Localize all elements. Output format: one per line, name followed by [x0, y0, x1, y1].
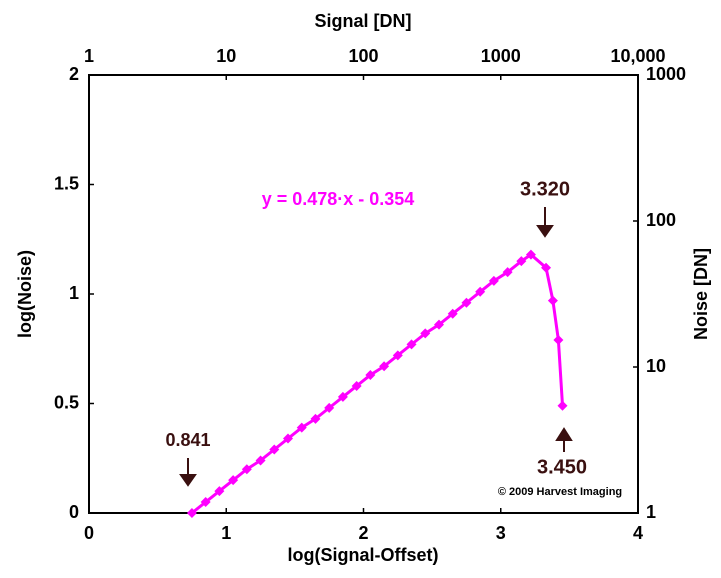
data-point — [255, 455, 266, 466]
annotation: y = 0.478·x - 0.354 — [262, 189, 415, 209]
x-tick-label: 1 — [221, 523, 231, 543]
data-point — [516, 256, 527, 267]
data-point — [310, 413, 321, 424]
y2-tick-label: 1000 — [646, 64, 686, 84]
data-point — [475, 286, 486, 297]
y-tick-label: 0.5 — [54, 392, 79, 412]
x2-tick-label: 100 — [348, 46, 378, 66]
data-point — [296, 422, 307, 433]
x-tick-label: 0 — [84, 523, 94, 543]
x2-tick-label: 10,000 — [610, 46, 665, 66]
data-point — [351, 380, 362, 391]
x-tick-label: 3 — [496, 523, 506, 543]
annotation: 0.841 — [165, 430, 210, 450]
arrow-head — [555, 427, 573, 441]
x-tick-label: 2 — [358, 523, 368, 543]
arrows — [179, 207, 573, 487]
y2-tick-label: 100 — [646, 210, 676, 230]
x2-tick-label: 1000 — [481, 46, 521, 66]
annotation: 3.320 — [520, 178, 570, 200]
data-point — [541, 262, 552, 273]
y-axis-label: log(Noise) — [15, 250, 35, 338]
data-point — [269, 444, 280, 455]
data-point — [557, 400, 568, 411]
data-point — [461, 297, 472, 308]
x-tick-label: 4 — [633, 523, 643, 543]
data-point — [214, 486, 225, 497]
data-point — [228, 475, 239, 486]
x2-axis-label: Signal [DN] — [315, 11, 412, 31]
y2-tick-label: 1 — [646, 502, 656, 522]
x-axis-label: log(Signal-Offset) — [288, 545, 439, 565]
data-point — [433, 319, 444, 330]
y2-tick-label: 10 — [646, 356, 666, 376]
data-point — [525, 249, 536, 260]
annotation: 3.450 — [537, 456, 587, 478]
data-point — [420, 328, 431, 339]
y-tick-label: 1 — [69, 283, 79, 303]
x2-tick-label: 1 — [84, 46, 94, 66]
data-point — [502, 267, 513, 278]
data-point — [337, 391, 348, 402]
data-point — [200, 497, 211, 508]
data-point — [241, 464, 252, 475]
x2-tick-label: 10 — [216, 46, 236, 66]
arrow-head — [536, 225, 554, 238]
y-tick-label: 1.5 — [54, 173, 79, 193]
arrow-head — [179, 474, 197, 487]
annotation: © 2009 Harvest Imaging — [498, 486, 622, 498]
data-line — [191, 252, 565, 515]
data-point — [186, 508, 197, 518]
data-point — [447, 308, 458, 319]
y-tick-label: 0 — [69, 502, 79, 522]
data-point — [283, 433, 294, 444]
data-point — [365, 370, 376, 381]
data-point — [406, 339, 417, 350]
data-point — [392, 350, 403, 361]
data-point — [324, 402, 335, 413]
data-point — [488, 275, 499, 286]
data-point — [547, 295, 558, 306]
y2-axis-label: Noise [DN] — [691, 248, 711, 340]
data-point — [379, 361, 390, 372]
y-tick-label: 2 — [69, 64, 79, 84]
data-point — [553, 334, 564, 345]
